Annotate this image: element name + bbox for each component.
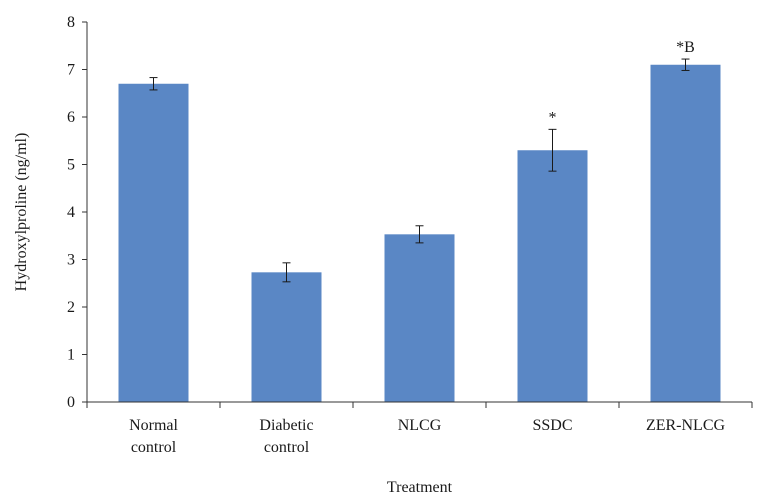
x-tick-label: SSDC xyxy=(532,417,572,434)
significance-annotation: * xyxy=(549,109,557,126)
y-tick-label: 1 xyxy=(67,347,75,364)
bar xyxy=(650,64,721,402)
bar xyxy=(251,272,322,402)
x-tick-label: NLCG xyxy=(398,417,442,434)
bars: * *B xyxy=(118,39,721,402)
bar xyxy=(118,83,189,402)
y-tick-label: 0 xyxy=(67,394,75,411)
y-tick-label: 2 xyxy=(67,299,75,316)
bar xyxy=(384,234,455,402)
error-bar xyxy=(548,128,557,172)
y-tick-label: 6 xyxy=(67,109,75,126)
y-tick-label: 5 xyxy=(67,157,75,174)
error-bar xyxy=(282,262,291,283)
x-tick-label: ZER-NLCG xyxy=(646,417,726,434)
y-tick-label: 4 xyxy=(67,204,75,221)
y-axis-ticks: 0 1 2 3 4 5 6 7 8 xyxy=(67,14,87,411)
error-bar xyxy=(681,58,690,71)
bar xyxy=(517,150,588,402)
y-axis-title: Hydroxylproline (ng/ml) xyxy=(13,133,30,292)
x-axis-ticks: Normal control Diabetic control NLCG SSDC ZER-… xyxy=(86,402,753,456)
error-bar xyxy=(149,77,158,91)
significance-annotation: *B xyxy=(676,39,695,56)
y-tick-label: 8 xyxy=(67,14,75,31)
x-tick-label: Normal control xyxy=(129,417,178,456)
x-axis-title: Treatment xyxy=(387,479,453,496)
y-tick-label: 7 xyxy=(67,62,75,79)
error-bar xyxy=(415,225,424,244)
y-tick-label: 3 xyxy=(67,252,75,269)
x-tick-label: Diabetic control xyxy=(259,417,313,456)
